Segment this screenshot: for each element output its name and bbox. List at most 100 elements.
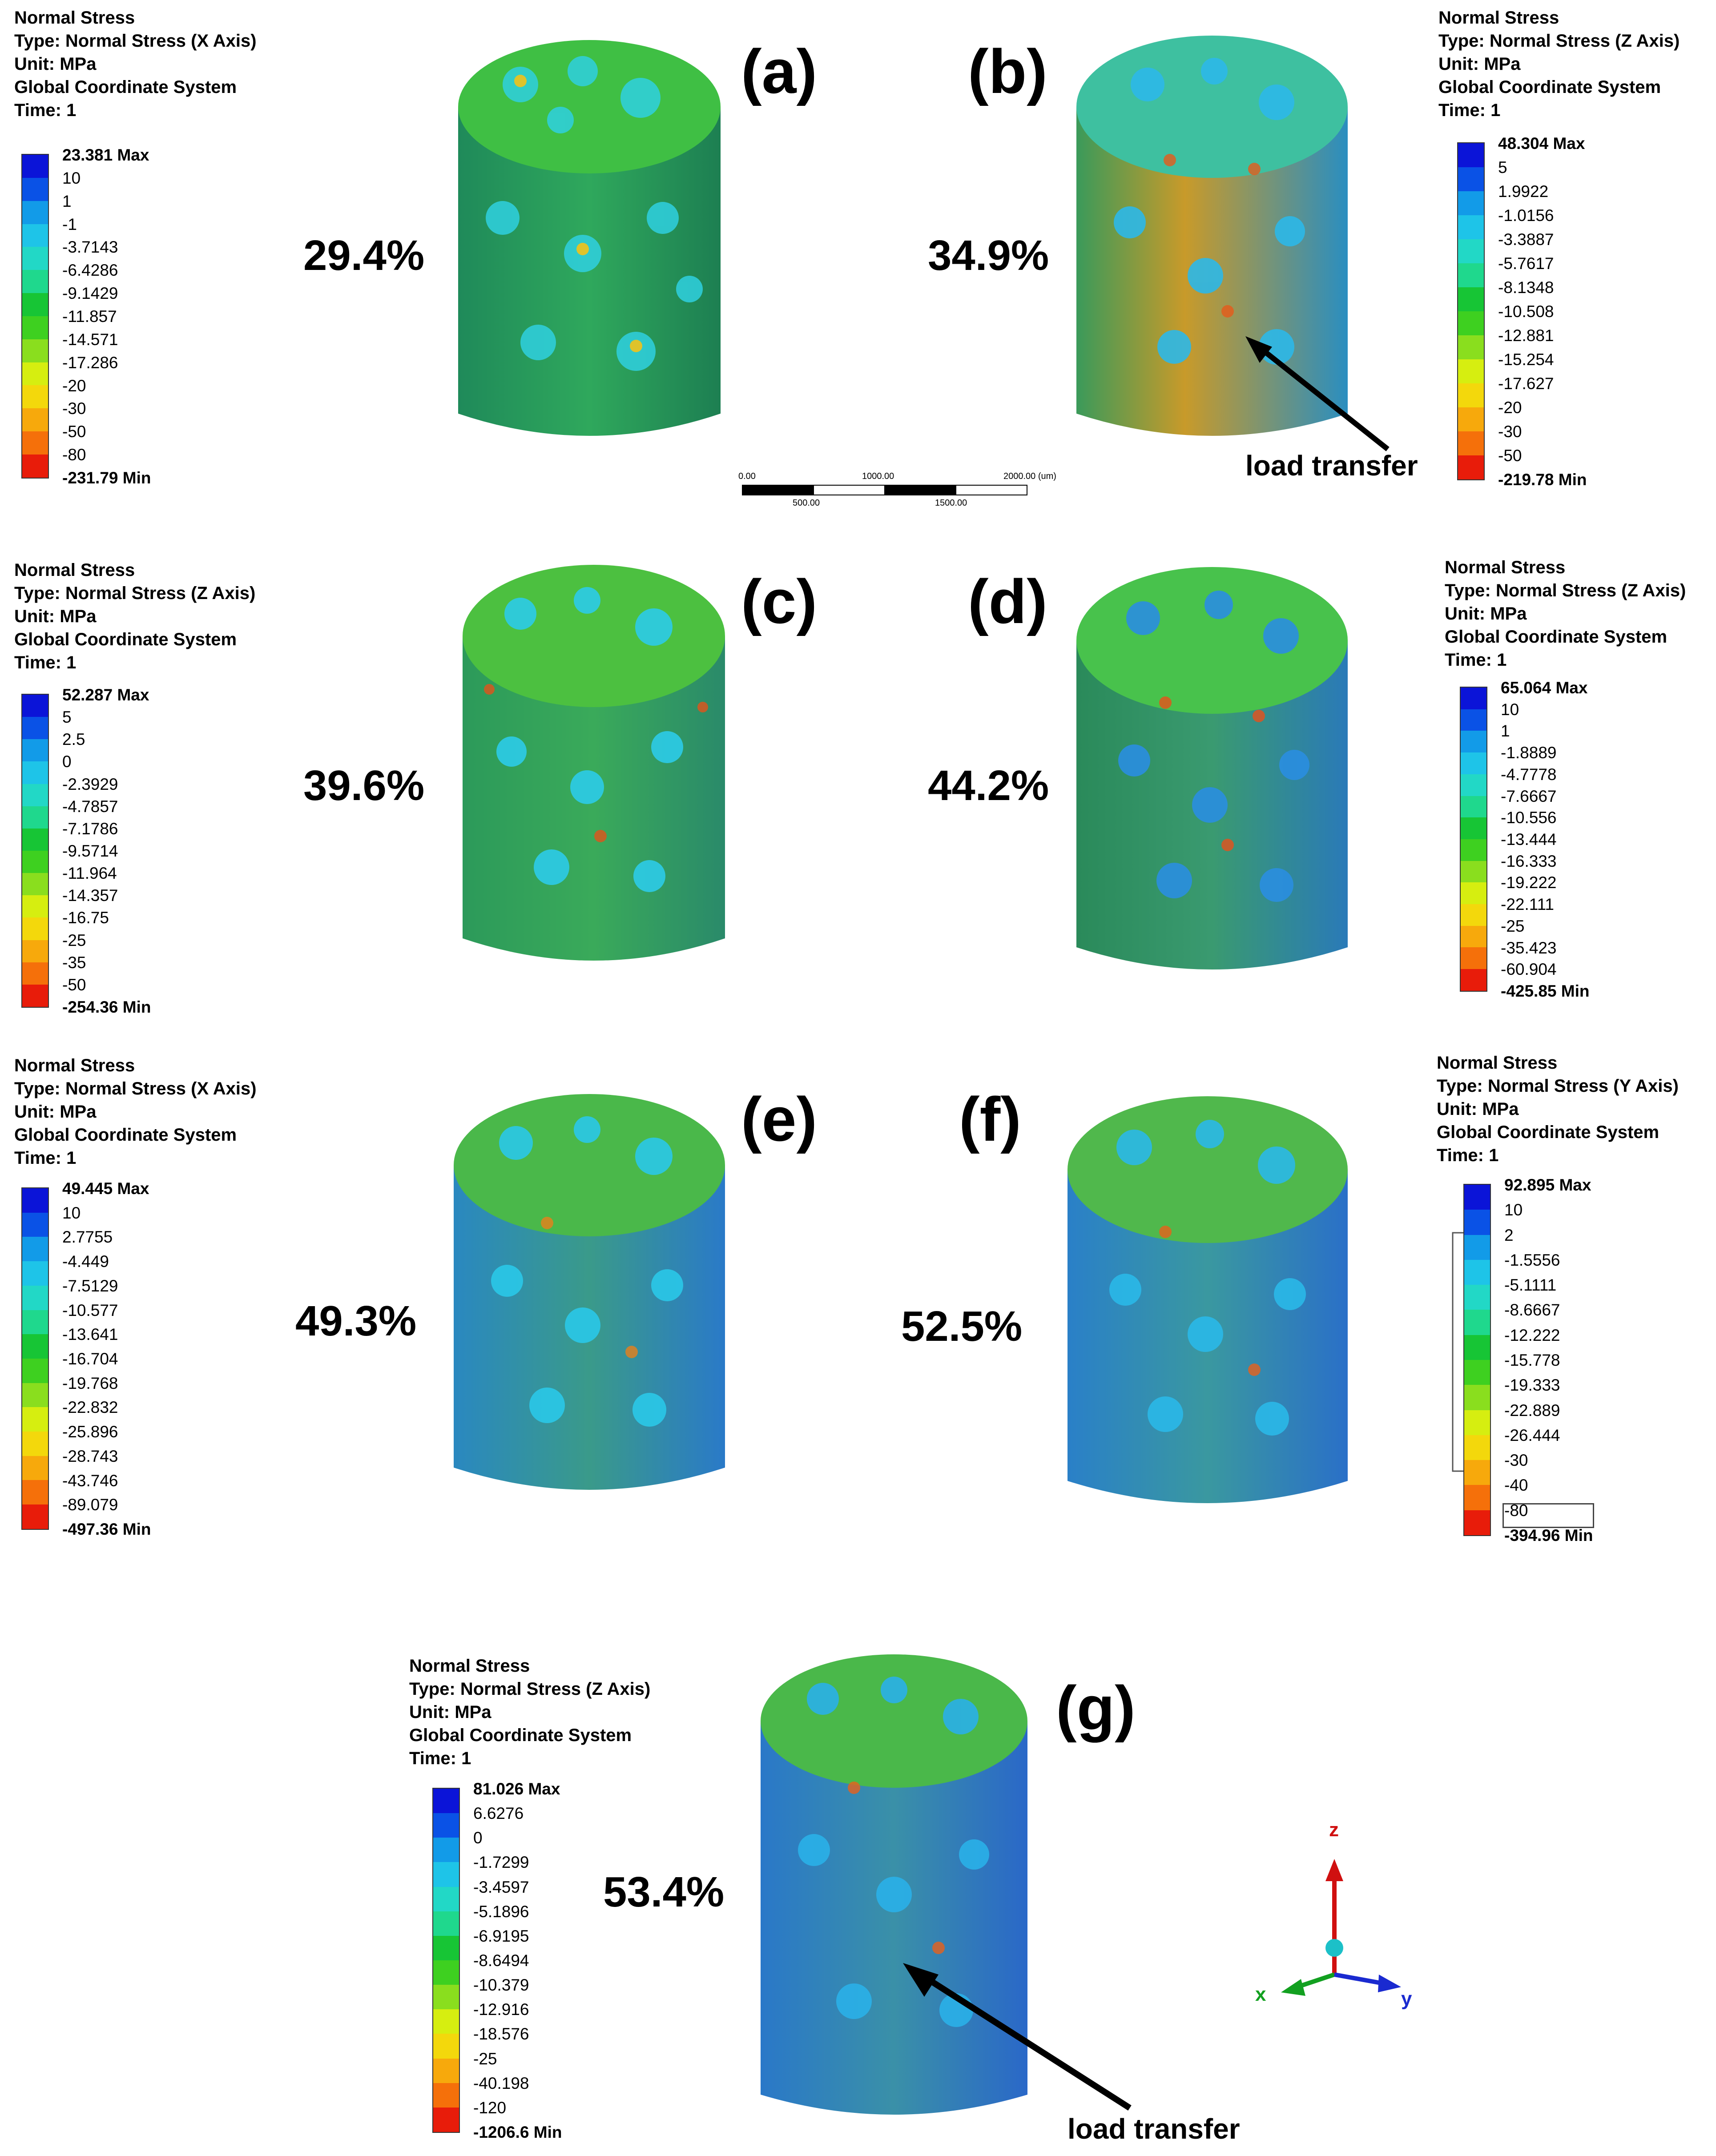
- color-legend-f: 92.895 Max 10 2 -1.5556 -5.1111 -8.6667 -12.22…: [1463, 1176, 1686, 1549]
- legend-value-label: -14.357: [62, 886, 118, 905]
- specimen-a: [458, 40, 721, 436]
- legend-type: Type: Normal Stress (X Axis): [14, 31, 257, 51]
- scale-bar: 0.00 1000.00 2000.00 (um) 500.00 1500.00: [738, 467, 1056, 516]
- legend-color-swatch: [22, 1504, 48, 1529]
- legend-color-swatch: [1458, 311, 1484, 335]
- legend-unit: Unit: MPa: [1437, 1099, 1519, 1119]
- legend-value-label: -3.7143: [62, 238, 118, 257]
- legend-value-label: -16.75: [62, 909, 109, 927]
- legend-value-label: -6.9195: [473, 1927, 529, 1945]
- legend-color-swatch: [22, 1237, 48, 1262]
- load-transfer-label-g: load transfer: [1067, 2113, 1240, 2145]
- legend-colorbar: [1463, 1184, 1491, 1536]
- legend-color-swatch: [1458, 335, 1484, 359]
- legend-value-label: -9.5714: [62, 842, 118, 860]
- legend-color-swatch: [22, 828, 48, 851]
- legend-type: Type: Normal Stress (Z Axis): [1438, 31, 1680, 51]
- legend-color-swatch: [1461, 774, 1486, 796]
- legend-colorbar: [21, 694, 49, 1008]
- legend-value-label: 0: [473, 1829, 483, 1847]
- legend-value-label: -80: [62, 446, 86, 464]
- legend-value-label: -26.444: [1504, 1426, 1560, 1444]
- legend-coordinate-system: Global Coordinate System: [1437, 1122, 1660, 1142]
- specimen-e: [454, 1094, 725, 1490]
- legend-value-label: 52.287 Max: [62, 686, 149, 704]
- legend-color-swatch: [1464, 1310, 1490, 1335]
- legend-color-swatch: [1464, 1385, 1490, 1410]
- legend-time: Time: 1: [14, 653, 77, 672]
- legend-info-f: Normal Stress Type: Normal Stress (Y Axi…: [1437, 1051, 1679, 1167]
- legend-info-c: Normal Stress Type: Normal Stress (Z Axi…: [14, 559, 255, 674]
- legend-value-label: -30: [62, 399, 86, 418]
- legend-title: Normal Stress: [14, 8, 135, 28]
- legend-value-label: -254.36 Min: [62, 998, 151, 1016]
- legend-value-label: -8.6494: [473, 1951, 529, 1970]
- legend-color-swatch: [22, 362, 48, 386]
- legend-type: Type: Normal Stress (X Axis): [14, 1079, 257, 1098]
- panel-label-a: (a): [741, 36, 818, 106]
- legend-color-swatch: [22, 1310, 48, 1335]
- legend-value-label: -1.0156: [1498, 206, 1554, 225]
- legend-coordinate-system: Global Coordinate System: [1445, 627, 1668, 647]
- panel-label-e: (e): [741, 1084, 818, 1154]
- specimen-d: [1076, 567, 1348, 969]
- legend-color-swatch: [1458, 431, 1484, 455]
- legend-color-swatch: [22, 385, 48, 409]
- legend-value-label: 1.9922: [1498, 182, 1549, 201]
- legend-value-label: -22.111: [1501, 895, 1554, 914]
- legend-color-swatch: [22, 1334, 48, 1359]
- legend-color-swatch: [1461, 882, 1486, 905]
- legend-value-label: -30: [1498, 422, 1522, 441]
- legend-value-label: -20: [62, 376, 86, 395]
- legend-value-label: -2.3929: [62, 775, 118, 793]
- legend-value-label: -18.576: [473, 2025, 529, 2043]
- legend-color-swatch: [1464, 1335, 1490, 1360]
- legend-value-label: -50: [62, 975, 86, 994]
- legend-color-swatch: [1461, 817, 1486, 839]
- legend-value-label: 5: [1498, 158, 1507, 177]
- legend-color-swatch: [433, 2034, 459, 2059]
- legend-value-label: -7.6667: [1501, 787, 1557, 805]
- legend-color-swatch: [1461, 947, 1486, 969]
- legend-color-swatch: [22, 1261, 48, 1286]
- legend-color-swatch: [1464, 1235, 1490, 1260]
- legend-value-label: 2.7755: [62, 1228, 113, 1247]
- legend-value-label: -60.904: [1501, 960, 1557, 979]
- legend-unit: Unit: MPa: [14, 1102, 97, 1122]
- legend-color-swatch: [22, 695, 48, 717]
- legend-color-swatch: [22, 784, 48, 806]
- legend-color-swatch: [1464, 1435, 1490, 1460]
- legend-color-swatch: [433, 2058, 459, 2083]
- legend-value-label: -15.778: [1504, 1351, 1560, 1369]
- legend-value-label: 10: [1504, 1201, 1523, 1219]
- legend-color-swatch: [22, 940, 48, 962]
- legend-time: Time: 1: [1437, 1146, 1499, 1165]
- legend-value-label: -11.964: [62, 864, 117, 883]
- legend-value-label: 2.5: [62, 730, 85, 749]
- legend-color-swatch: [1458, 287, 1484, 311]
- legend-value-label: -11.857: [62, 307, 117, 326]
- color-legend-c: 52.287 Max 5 2.5 0 -2.3929 -4.7857 -7.1786 -9.5…: [21, 686, 244, 1021]
- legend-time: Time: 1: [409, 1749, 471, 1768]
- legend-info-g: Normal Stress Type: Normal Stress (Z Axi…: [409, 1654, 650, 1770]
- legend-value-label: -15.254: [1498, 350, 1554, 369]
- legend-color-swatch: [1464, 1360, 1490, 1385]
- legend-value-label: 65.064 Max: [1501, 679, 1588, 697]
- legend-value-label: -12.222: [1504, 1326, 1560, 1344]
- legend-color-swatch: [433, 1935, 459, 1960]
- legend-value-label: -7.5129: [62, 1276, 118, 1295]
- specimen-f: [1067, 1096, 1348, 1503]
- color-legend-e: 49.445 Max 10 2.7755 -4.449 -7.5129 -10.577 -1…: [21, 1179, 244, 1543]
- legend-color-swatch: [22, 806, 48, 829]
- legend-value-label: -10.556: [1501, 808, 1557, 827]
- legend-value-label: 23.381 Max: [62, 146, 149, 164]
- legend-colorbar: [21, 1187, 49, 1530]
- legend-color-swatch: [22, 408, 48, 432]
- legend-coordinate-system: Global Coordinate System: [14, 1125, 237, 1145]
- legend-color-swatch: [1458, 143, 1484, 167]
- legend-coordinate-system: Global Coordinate System: [1438, 77, 1661, 97]
- legend-value-label: -120: [473, 2098, 507, 2117]
- legend-value-label: -12.916: [473, 2000, 529, 2019]
- legend-color-swatch: [22, 917, 48, 940]
- legend-color-swatch: [433, 1813, 459, 1838]
